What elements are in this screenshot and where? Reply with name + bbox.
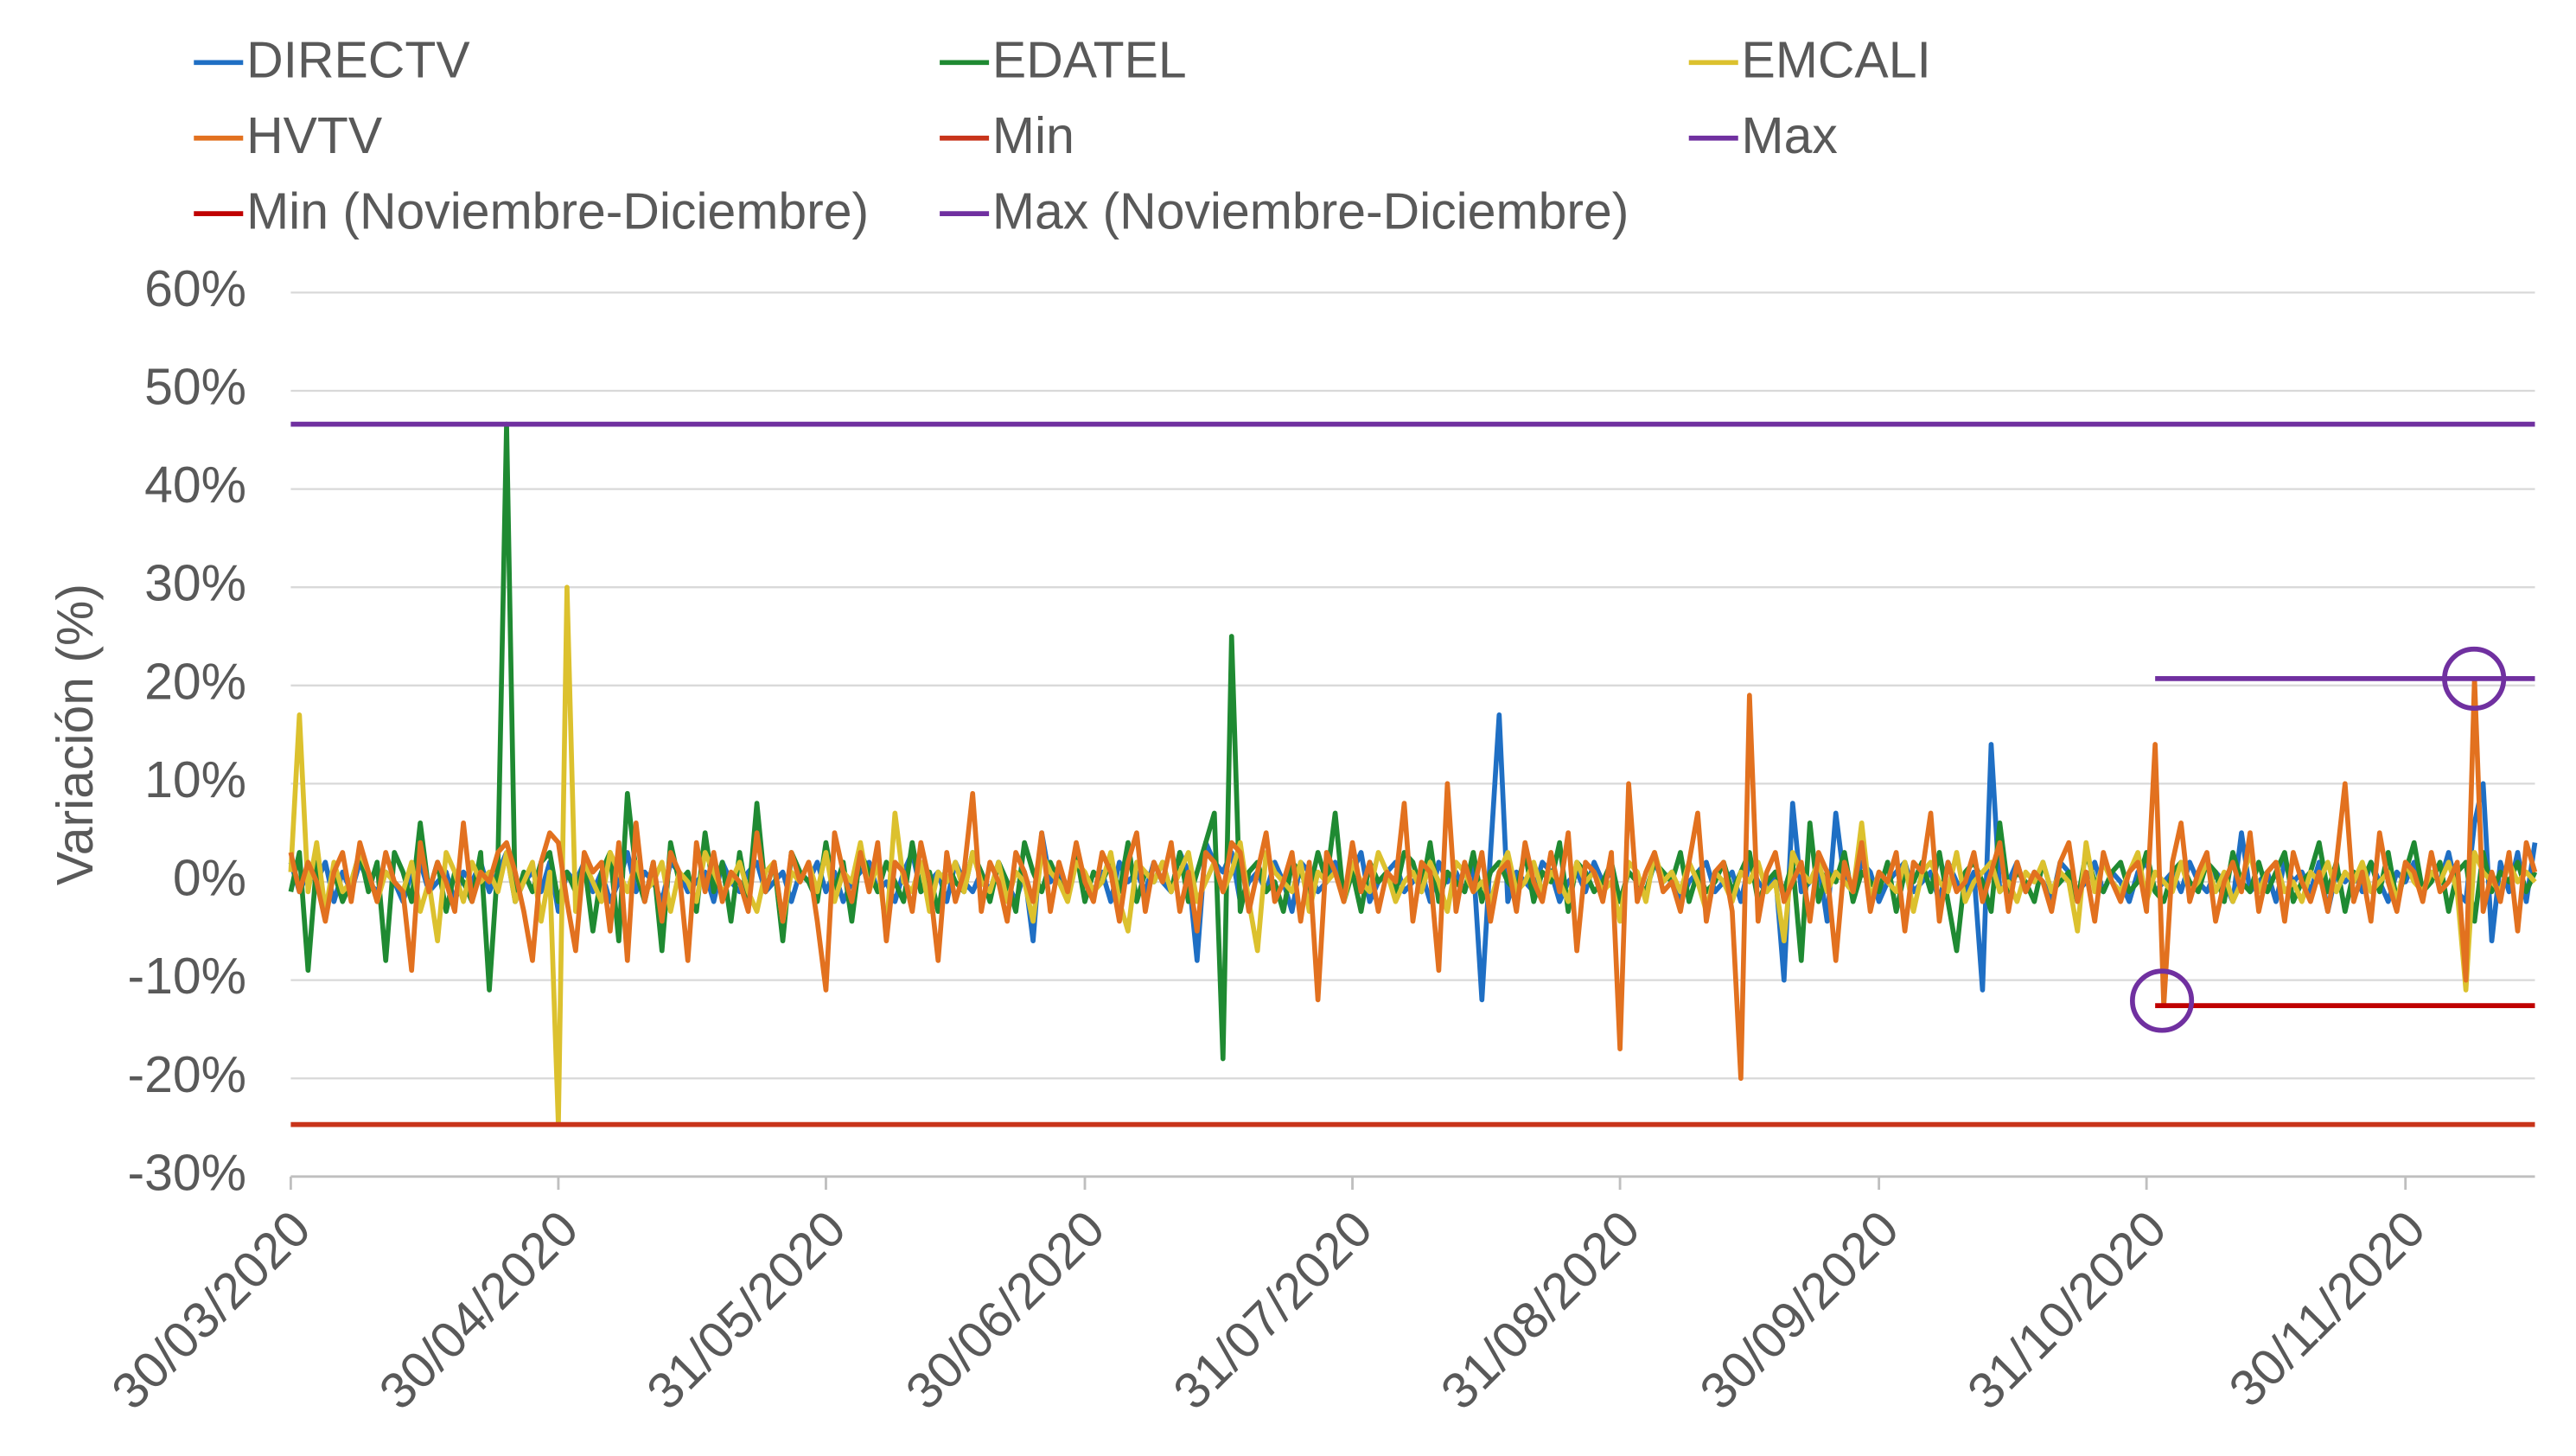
series-line xyxy=(288,421,2538,1062)
highlight-circle xyxy=(2130,968,2195,1033)
y-tick-label: 30% xyxy=(144,556,246,612)
y-tick-label: 60% xyxy=(144,261,246,317)
y-tick-label: 10% xyxy=(144,752,246,808)
legend-label: Min (Noviembre-Diciembre) xyxy=(246,184,869,240)
y-axis-title: Variación (%) xyxy=(48,584,104,885)
x-tick-label: 31/08/2020 xyxy=(1431,1200,1650,1420)
grid xyxy=(289,291,2535,1191)
x-tick-label: 31/07/2020 xyxy=(1164,1200,1383,1420)
x-tick-label: 30/03/2020 xyxy=(101,1200,321,1420)
y-tick-label: 0% xyxy=(173,851,246,907)
x-tick-label: 30/06/2020 xyxy=(896,1200,1115,1420)
y-tick-label: -20% xyxy=(128,1047,247,1103)
y-tick-label: -30% xyxy=(128,1145,247,1201)
x-tick-label: 30/11/2020 xyxy=(2219,1200,2436,1417)
legend-label: Max (Noviembre-Diciembre) xyxy=(992,184,1629,240)
legend-label: EDATEL xyxy=(992,33,1187,89)
y-tick-label: -10% xyxy=(128,948,247,1005)
x-tick-label: 30/04/2020 xyxy=(369,1200,589,1420)
highlight-circle xyxy=(2442,646,2507,712)
legend-label: DIRECTV xyxy=(246,33,470,89)
x-tick-label: 30/09/2020 xyxy=(1690,1200,1910,1420)
x-tick-label: 31/10/2020 xyxy=(1957,1200,2177,1420)
legend-label: EMCALI xyxy=(1742,33,1931,89)
lines xyxy=(288,421,2538,1127)
legend-label: HVTV xyxy=(246,108,383,164)
y-tick-label: 20% xyxy=(144,654,246,710)
x-tick-label: 31/05/2020 xyxy=(636,1200,856,1420)
y-tick-label: 50% xyxy=(144,360,246,416)
series-line xyxy=(288,676,2538,1082)
legend-label: Min xyxy=(992,108,1074,164)
y-tick-label: 40% xyxy=(144,457,246,514)
legend-label: Max xyxy=(1742,108,1838,164)
